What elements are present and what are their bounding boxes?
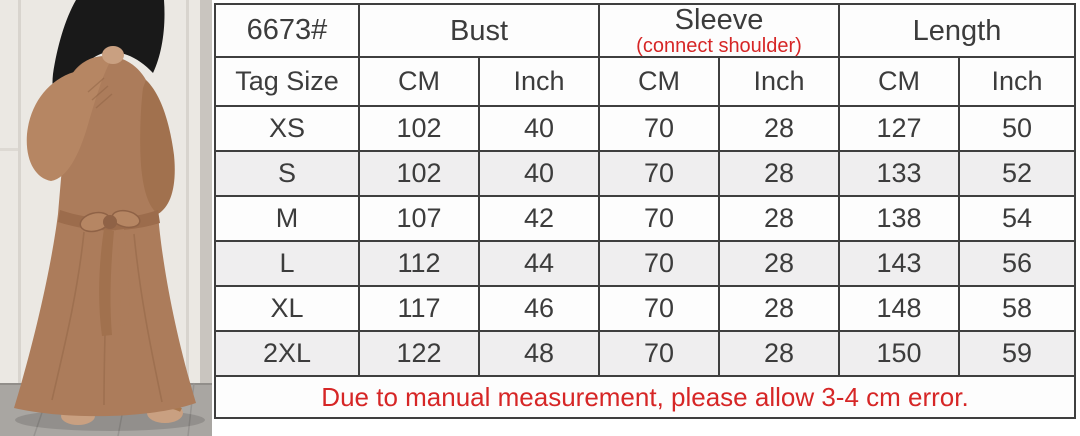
- header-row-units: Tag Size CM Inch CM Inch CM Inch: [214, 56, 1077, 108]
- measurement-cell: 117: [358, 285, 480, 333]
- unit-header-cell: CM: [598, 56, 720, 108]
- unit-header-cell: Inch: [718, 56, 840, 108]
- size-label-cell: 2XL: [214, 330, 360, 378]
- measurement-cell: 122: [358, 330, 480, 378]
- unit-header-cell: Inch: [478, 56, 600, 108]
- length-group-header: Length: [837, 2, 1077, 59]
- sleeve-group-header: Sleeve (connect shoulder): [598, 2, 840, 59]
- product-photo: [0, 0, 212, 436]
- footnote-row: Due to manual measurement, please allow …: [213, 375, 1077, 420]
- measurement-cell: 42: [478, 195, 600, 243]
- length-label: Length: [912, 14, 1002, 47]
- size-label-cell: M: [214, 195, 360, 243]
- size-chart-table: 6673# Bust Sleeve (connect shoulder) Len…: [213, 2, 1077, 420]
- measurement-cell: 56: [957, 240, 1077, 288]
- measurement-cell: 133: [838, 150, 960, 198]
- measurement-cell: 127: [838, 105, 960, 153]
- measurement-cell: 102: [358, 105, 480, 153]
- header-row-groups: 6673# Bust Sleeve (connect shoulder) Len…: [214, 2, 1077, 59]
- sleeve-label: Sleeve: [674, 4, 764, 36]
- measurement-cell: 28: [718, 150, 840, 198]
- measurement-cell: 46: [478, 285, 600, 333]
- measurement-cell: 150: [838, 330, 960, 378]
- measurement-disclaimer: Due to manual measurement, please allow …: [321, 381, 969, 412]
- measurement-cell: 40: [478, 150, 600, 198]
- size-label-cell: L: [214, 240, 360, 288]
- size-row-xs: XS 102 40 70 28 127 50: [214, 105, 1077, 153]
- measurement-cell: 48: [478, 330, 600, 378]
- wall-groove-left: [18, 0, 21, 386]
- hijab: [52, 0, 165, 114]
- unit-header-cell: Inch: [957, 56, 1077, 108]
- size-row-s: S 102 40 70 28 133 52: [214, 150, 1077, 198]
- measurement-cell: 138: [838, 195, 960, 243]
- size-row-m: M 107 42 70 28 138 54: [214, 195, 1077, 243]
- cuff-gathers: [87, 77, 113, 109]
- size-label-cell: XS: [214, 105, 360, 153]
- measurement-cell: 70: [598, 285, 720, 333]
- belt-bow: [79, 209, 141, 336]
- measurement-cell: 58: [957, 285, 1077, 333]
- model-number-cell: 6673#: [214, 2, 360, 59]
- measurement-cell: 112: [358, 240, 480, 288]
- measurement-cell: 143: [838, 240, 960, 288]
- tag-size-header-cell: Tag Size: [214, 56, 360, 108]
- measurement-cell: 28: [718, 285, 840, 333]
- size-label-cell: S: [214, 150, 360, 198]
- measurement-cell: 70: [598, 240, 720, 288]
- measurement-cell: 70: [598, 105, 720, 153]
- unit-header-cell: CM: [838, 56, 960, 108]
- measurement-cell: 44: [478, 240, 600, 288]
- size-chart-area: 6673# Bust Sleeve (connect shoulder) Len…: [213, 2, 1078, 420]
- measurement-cell: 102: [358, 150, 480, 198]
- bust-label: Bust: [449, 14, 509, 47]
- measurement-cell: 70: [598, 150, 720, 198]
- wall-groove-right: [186, 0, 189, 382]
- sleeve-note: (connect shoulder): [636, 35, 802, 58]
- measurement-cell: 28: [718, 195, 840, 243]
- measurement-cell: 70: [598, 195, 720, 243]
- size-row-2xl: 2XL 122 48 70 28 150 59: [214, 330, 1077, 378]
- hand: [102, 46, 124, 64]
- measurement-cell: 52: [957, 150, 1077, 198]
- sleeve-pocket-arm: [140, 80, 175, 214]
- measurement-cell: 40: [478, 105, 600, 153]
- measurement-cell: 28: [718, 105, 840, 153]
- measurement-cell: 28: [718, 240, 840, 288]
- bow-tail-right: [116, 229, 130, 326]
- wall-molding: [0, 148, 18, 151]
- measurement-cell: 148: [838, 285, 960, 333]
- bow-tail-left: [99, 229, 114, 336]
- measurement-cell: 54: [957, 195, 1077, 243]
- size-row-l: L 112 44 70 28 143 56: [214, 240, 1077, 288]
- size-row-xl: XL 117 46 70 28 148 58: [214, 285, 1077, 333]
- unit-header-cell: CM: [358, 56, 480, 108]
- product-photo-illustration: [0, 0, 212, 436]
- measurement-cell: 70: [598, 330, 720, 378]
- measurement-cell: 28: [718, 330, 840, 378]
- footnote-cell: Due to manual measurement, please allow …: [213, 375, 1077, 420]
- measurement-cell: 59: [957, 330, 1077, 378]
- measurement-cell: 107: [358, 195, 480, 243]
- door-frame: [200, 0, 212, 400]
- bust-group-header: Bust: [358, 2, 600, 59]
- sleeve-raised-arm: [26, 57, 110, 181]
- measurement-cell: 50: [957, 105, 1077, 153]
- size-label-cell: XL: [214, 285, 360, 333]
